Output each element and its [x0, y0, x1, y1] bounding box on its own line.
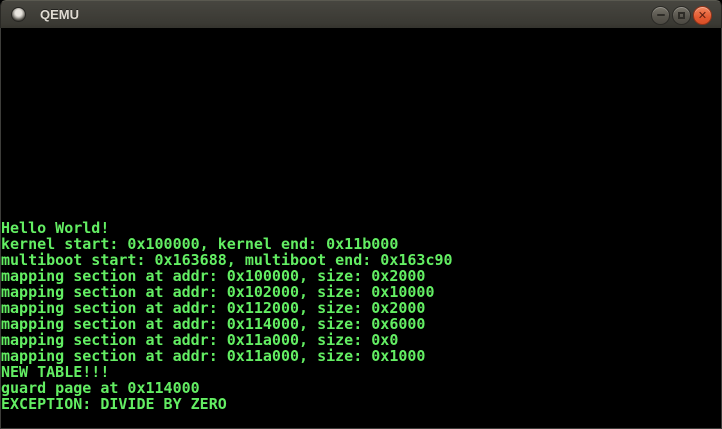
terminal-line: Hello World! [1, 219, 110, 237]
terminal-line: mapping section at addr: 0x100000, size:… [1, 267, 426, 285]
close-button[interactable]: ✕ [693, 5, 712, 25]
window-controls: ✕ [651, 1, 712, 29]
console-output: Hello World! kernel start: 0x100000, kern… [1, 220, 453, 412]
terminal-line: mapping section at addr: 0x11a000, size:… [1, 331, 399, 349]
terminal-line: kernel start: 0x100000, kernel end: 0x11… [1, 235, 399, 253]
close-icon: ✕ [697, 8, 708, 22]
terminal-line: NEW TABLE!!! [1, 363, 110, 381]
terminal-line: mapping section at addr: 0x112000, size:… [1, 299, 426, 317]
terminal-line: multiboot start: 0x163688, multiboot end… [1, 251, 453, 269]
qemu-window-icon [12, 8, 25, 21]
minimize-button[interactable] [651, 5, 670, 25]
minimize-icon [656, 14, 665, 16]
maximize-button[interactable] [672, 5, 691, 25]
terminal-line: mapping section at addr: 0x114000, size:… [1, 315, 426, 333]
terminal-screen[interactable]: Hello World! kernel start: 0x100000, kern… [0, 28, 722, 429]
titlebar[interactable]: QEMU ✕ [0, 0, 722, 28]
window-title: QEMU [40, 7, 79, 22]
terminal-line: guard page at 0x114000 [1, 379, 200, 397]
terminal-line: EXCEPTION: DIVIDE BY ZERO [1, 395, 227, 413]
terminal-line: mapping section at addr: 0x11a000, size:… [1, 347, 426, 365]
maximize-icon [678, 11, 685, 19]
terminal-line: mapping section at addr: 0x102000, size:… [1, 283, 435, 301]
